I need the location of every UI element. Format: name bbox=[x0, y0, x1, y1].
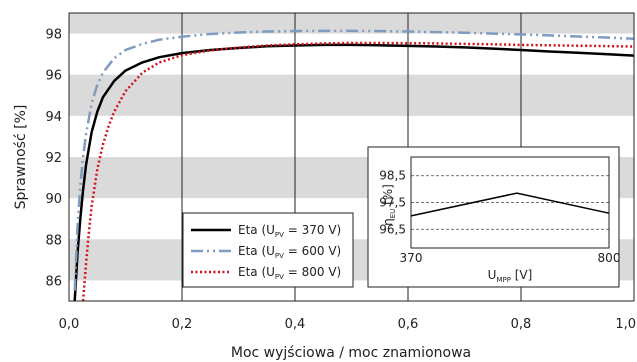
inset-y-tick-label: 97,5 bbox=[379, 196, 406, 210]
inset-x-tick-label: 800 bbox=[598, 251, 621, 265]
y-tick-label: 92 bbox=[45, 151, 62, 166]
x-tick-label: 0,8 bbox=[511, 317, 532, 332]
y-axis-title: Sprawność [%] bbox=[13, 105, 29, 210]
x-tick-label: 0,6 bbox=[398, 317, 419, 332]
y-tick-label: 98 bbox=[45, 28, 62, 43]
gray-band-2 bbox=[69, 74, 634, 116]
legend-box bbox=[182, 212, 354, 288]
inset-chart: 96,5 97,5 98,5 370 800 ηEU [%] UMPP [V] bbox=[367, 146, 621, 288]
inset-x-tick-labels: 370 800 bbox=[400, 251, 621, 265]
inset-y-tick-label: 98,5 bbox=[379, 169, 406, 183]
y-tick-label: 88 bbox=[45, 233, 62, 248]
x-tick-label: 0,4 bbox=[285, 317, 306, 332]
gray-band-3 bbox=[69, 13, 634, 34]
inset-panel bbox=[367, 146, 620, 288]
inset-series-line-0 bbox=[410, 192, 610, 217]
x-axis-title: Moc wyjściowa / moc znamionowa bbox=[231, 345, 471, 361]
y-tick-label: 90 bbox=[45, 192, 62, 207]
x-tick-label: 0,0 bbox=[59, 317, 80, 332]
legend-label-800: Eta (UPV = 800 V) bbox=[238, 265, 341, 281]
inset-series bbox=[410, 192, 610, 217]
y-tick-label: 96 bbox=[45, 69, 62, 84]
inset-grid bbox=[411, 175, 609, 230]
series-line-0 bbox=[73, 43, 635, 302]
inset-y-tick-labels: 96,5 97,5 98,5 bbox=[379, 169, 406, 237]
series-line-2 bbox=[81, 41, 635, 302]
plot-frame bbox=[68, 12, 635, 302]
x-tick-labels: 0,0 0,2 0,4 0,6 0,8 1,0 bbox=[59, 317, 636, 332]
inset-y-tick-label: 96,5 bbox=[379, 222, 406, 236]
inset-x-axis-title: UMPP [V] bbox=[488, 268, 533, 284]
legend-label-370: Eta (UPV = 370 V) bbox=[238, 223, 341, 239]
legend-label-600: Eta (UPV = 600 V) bbox=[238, 244, 341, 260]
inset-y-axis-title: ηEU [%] bbox=[381, 184, 397, 226]
x-tick-label: 1,0 bbox=[615, 317, 636, 332]
series-line-1 bbox=[73, 29, 635, 291]
legend: Eta (UPV = 370 V) Eta (UPV = 600 V) Eta … bbox=[182, 212, 354, 288]
y-tick-label: 94 bbox=[45, 110, 62, 125]
y-tick-labels: 86 88 90 92 94 96 98 bbox=[45, 28, 62, 290]
inset-plot-frame bbox=[410, 156, 610, 249]
series-lines bbox=[73, 29, 635, 302]
inset-x-tick-label: 370 bbox=[400, 251, 423, 265]
x-tick-label: 0,2 bbox=[172, 317, 193, 332]
y-tick-label: 86 bbox=[45, 274, 62, 289]
